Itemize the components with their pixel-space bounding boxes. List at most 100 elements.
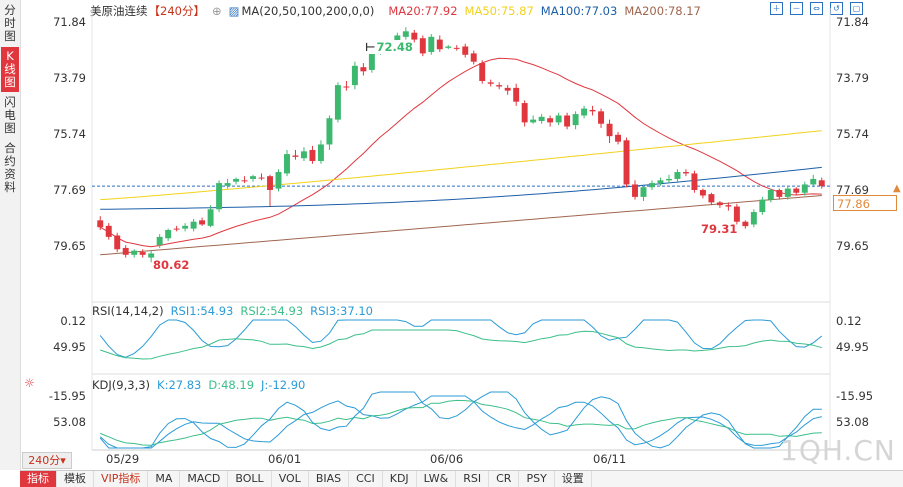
candle-body [411, 32, 418, 40]
candle-body [462, 46, 469, 55]
candle-body [547, 118, 554, 123]
ma50-value: MA50:75.87 [464, 4, 534, 18]
tab-boll[interactable]: BOLL [228, 471, 272, 487]
candle-body [292, 155, 299, 157]
indicator-toolbar: 指标 模板 VIP指标 MA MACD BOLL VOL BIAS CCI KD… [20, 470, 903, 487]
candle-body [589, 109, 596, 112]
tab-kline[interactable]: K线图 [1, 47, 19, 92]
candle-body [699, 189, 706, 196]
move-icon[interactable]: ⇔ [810, 2, 823, 15]
y-axis-label-right: 79.65 [836, 239, 869, 253]
ma200-value: MA200:78.17 [624, 4, 701, 18]
candle-body [632, 184, 638, 197]
period-selector[interactable]: 240分▾ [22, 452, 72, 469]
candle-body [207, 209, 214, 226]
candle-body [343, 86, 350, 88]
rsi-legend: RSI(14,14,2) RSI1:54.93 RSI2:54.93 RSI3:37.… [92, 304, 380, 318]
price-up-arrow-icon: ▲ [893, 183, 901, 194]
candle-body [479, 63, 486, 81]
rsi2-line [100, 329, 822, 360]
candle-body [767, 189, 774, 200]
zoom-out-icon[interactable]: － [790, 2, 803, 15]
reset-icon[interactable]: ↺ [830, 2, 843, 15]
j-line [99, 391, 822, 449]
chart-type-icon[interactable]: ▨ [228, 4, 240, 18]
y-axis-label-left: 71.84 [53, 15, 86, 29]
candle-body [368, 52, 375, 70]
candle-body [402, 31, 409, 37]
kdj-axis-label-right: -15.95 [836, 389, 874, 403]
candle-body [606, 123, 613, 137]
y-axis-label-right: 75.74 [836, 127, 869, 141]
candle-body [649, 183, 655, 188]
candle-body [300, 151, 307, 159]
candle-body [122, 247, 129, 255]
candle-body [742, 221, 749, 227]
tab-lw[interactable]: LW& [417, 471, 457, 487]
tab-settings[interactable]: 设置 [555, 471, 592, 487]
tab-vip-indicator[interactable]: VIP指标 [94, 471, 149, 487]
candle-body [513, 87, 520, 102]
tab-macd[interactable]: MACD [180, 471, 229, 487]
candle-body [784, 188, 791, 197]
kdj-title: KDJ(9,3,3) [92, 378, 151, 392]
candle-body [665, 178, 672, 181]
ma50-line [100, 130, 822, 201]
tab-bias[interactable]: BIAS [309, 471, 350, 487]
tab-cr[interactable]: CR [489, 471, 520, 487]
rsi-axis-label-right: 0.12 [836, 314, 862, 328]
d-line [100, 399, 822, 446]
rsi-axis-label: 49.95 [53, 340, 86, 354]
low2-annotation: 79.31 [701, 222, 738, 236]
candle-body [173, 228, 180, 230]
d-value: D:48.19 [208, 378, 255, 392]
candle-body [224, 183, 231, 186]
candle-body [640, 187, 647, 197]
tab-psy[interactable]: PSY [519, 471, 555, 487]
ma20-line [99, 57, 822, 248]
tab-contract-info[interactable]: 合约资料 [4, 141, 16, 194]
candle-body [182, 225, 189, 229]
tab-kdj[interactable]: KDJ [383, 471, 417, 487]
ma100-line [100, 166, 822, 210]
candle-body [334, 85, 341, 120]
tab-ma[interactable]: MA [148, 471, 181, 487]
candle-body [581, 108, 588, 116]
candle-body [360, 67, 367, 72]
instrument-name: 美原油连续 [90, 4, 148, 18]
candle-body [241, 180, 248, 182]
candle-body [521, 103, 528, 123]
j-value: J:-12.90 [261, 378, 306, 392]
crosshair-icon[interactable]: ☼ [24, 376, 35, 390]
fullscreen-icon[interactable]: ▢ [850, 2, 863, 15]
candle-body [284, 154, 290, 174]
candle-body [165, 229, 172, 239]
tab-rsi[interactable]: RSI [456, 471, 490, 487]
candle-body [496, 85, 503, 87]
candle-body [275, 172, 282, 189]
candle-body [97, 220, 104, 228]
candle-body [530, 119, 537, 123]
candle-body [216, 183, 223, 210]
candle-body [250, 176, 257, 179]
kdj-legend: KDJ(9,3,3) K:27.83 D:48.19 J:-12.90 [92, 378, 312, 392]
tab-timeshare[interactable]: 分时图 [4, 3, 16, 43]
settings-icon[interactable]: ⊕ [211, 4, 222, 18]
y-axis-label-left: 75.74 [53, 127, 86, 141]
rsi2-value: RSI2:54.93 [240, 304, 304, 318]
low-annotation: 80.62 [153, 258, 190, 272]
tab-flash[interactable]: 闪电图 [4, 95, 16, 135]
tab-template[interactable]: 模板 [57, 471, 94, 487]
kdj-axis-label: 53.08 [53, 415, 86, 429]
ma-label: ▨ MA(20,50,100,200,0,0) [228, 4, 375, 18]
rsi-axis-label: 0.12 [60, 314, 86, 328]
zoom-in-icon[interactable]: ＋ [770, 2, 783, 15]
current-price-tag: 77.86 [833, 195, 897, 211]
candle-body [555, 115, 562, 123]
candle-body [487, 82, 494, 84]
candle-body [682, 172, 689, 174]
candle-body [148, 253, 155, 258]
tab-indicator[interactable]: 指标 [20, 471, 57, 487]
tab-cci[interactable]: CCI [349, 471, 383, 487]
tab-vol[interactable]: VOL [272, 471, 309, 487]
